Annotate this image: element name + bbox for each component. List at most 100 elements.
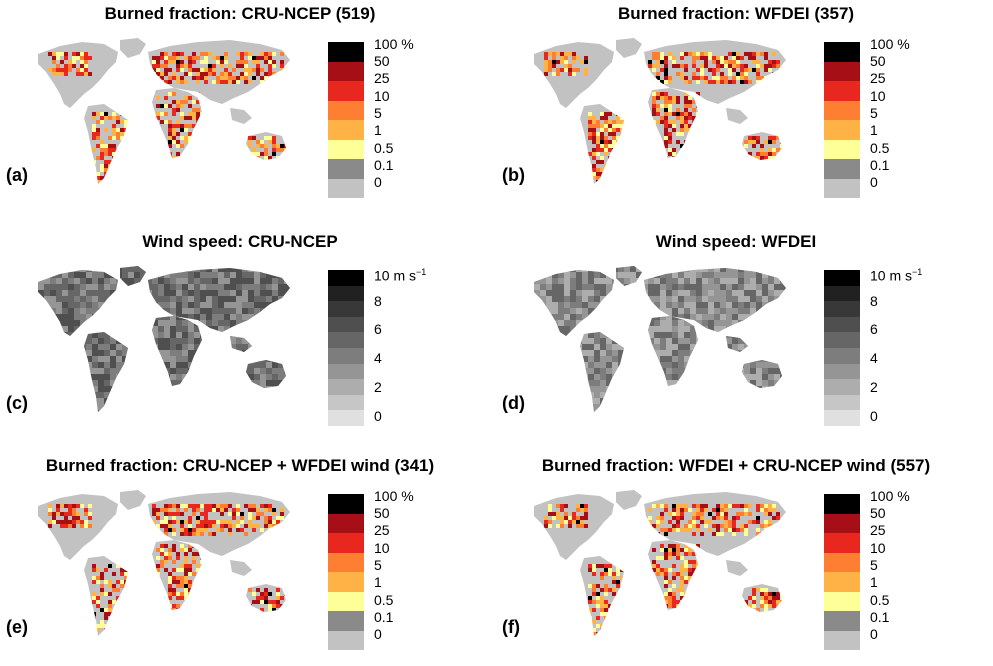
grid-cell [296,326,302,332]
grid-cell [570,266,576,272]
grid-cell [764,68,768,72]
grid-cell [278,416,284,420]
grid-cell [124,628,128,632]
grid-cell [62,386,68,392]
grid-cell [280,604,284,608]
grid-cell [104,632,108,636]
grid-cell [244,76,248,80]
grid-cell [714,344,720,350]
grid-cell [278,260,284,266]
grid-cell [32,392,38,398]
grid-cell [752,596,756,600]
grid-cell [146,278,152,284]
grid-cell [668,140,672,144]
grid-cell [84,68,88,72]
grid-cell [164,544,168,548]
legend-swatch [328,120,364,140]
grid-cell [612,588,616,592]
grid-cell [236,332,242,338]
legend-label: 0.1 [374,157,394,173]
grid-cell [750,290,756,296]
grid-cell [528,266,534,272]
grid-cell [564,260,570,266]
grid-cell [570,410,576,412]
grid-cell [700,508,704,512]
grid-cell [612,302,618,308]
grid-cell [92,148,96,152]
grid-cell [284,404,290,410]
grid-cell [170,284,176,290]
grid-cell [206,278,212,284]
grid-cell [552,320,558,326]
grid-cell [620,112,624,116]
grid-cell [152,504,156,508]
grid-cell [680,604,684,608]
grid-cell [664,592,668,596]
grid-cell [630,404,636,410]
grid-cell [648,350,654,356]
grid-cell [236,368,242,374]
grid-cell [264,72,268,76]
grid-cell [714,374,720,380]
grid-cell [218,278,224,284]
grid-cell [224,374,230,380]
grid-cell [558,368,564,374]
grid-cell [768,504,772,508]
grid-cell [642,284,648,290]
grid-cell [768,290,774,296]
grid-cell [74,392,80,398]
grid-cell [636,260,642,266]
grid-cell [206,284,212,290]
grid-cell [540,356,546,362]
grid-cell [588,344,594,350]
grid-cell [116,392,122,398]
grid-cell [544,64,548,68]
grid-cell [668,592,672,596]
grid-cell [278,296,284,302]
grid-cell [690,404,696,410]
grid-cell [668,136,672,140]
grid-cell [100,148,104,152]
grid-cell [664,96,668,100]
grid-cell [176,80,180,84]
grid-cell [798,272,804,278]
grid-cell [664,112,668,116]
grid-cell [798,386,804,392]
grid-cell [684,80,688,84]
grid-cell [124,180,128,184]
grid-cell [236,314,242,320]
grid-cell [636,302,642,308]
grid-cell [272,314,278,320]
grid-cell [656,56,660,60]
grid-cell [700,56,704,60]
grid-cell [134,368,140,374]
grid-cell [760,532,764,536]
legend-swatch [328,513,364,533]
grid-cell [652,528,656,532]
grid-cell [652,100,656,104]
grid-cell [750,380,756,386]
grid-cell [696,544,700,548]
grid-cell [290,272,296,278]
grid-cell [20,356,26,362]
grid-cell [236,338,242,344]
grid-cell [774,278,780,284]
grid-cell [696,404,702,410]
grid-cell [676,520,680,524]
grid-cell [116,620,120,624]
grid-cell [648,380,654,386]
grid-cell [76,512,80,516]
grid-cell [714,386,720,392]
grid-cell [206,410,212,412]
grid-cell [612,410,618,412]
grid-cell [216,60,220,64]
grid-cell [152,278,158,284]
grid-cell [182,350,188,356]
grid-cell [104,284,110,290]
grid-cell [196,576,200,580]
grid-cell [80,362,86,368]
grid-cell [290,296,296,302]
grid-cell [752,588,756,592]
grid-cell [26,284,32,290]
grid-cell [152,392,158,398]
